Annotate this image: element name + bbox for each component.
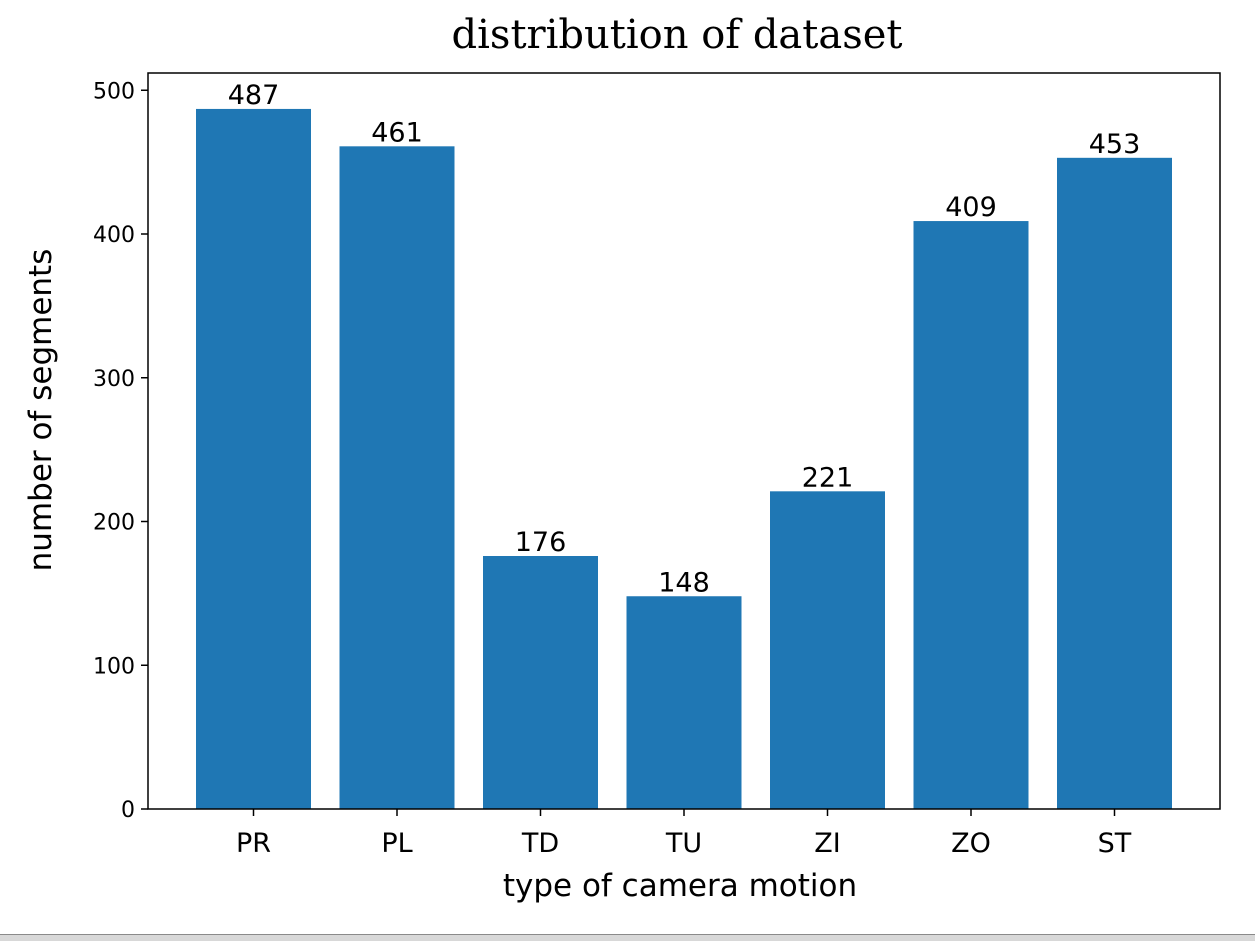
data-label-td: 176 xyxy=(515,527,567,558)
bar-td xyxy=(483,556,598,809)
x-tick-label-st: ST xyxy=(1098,828,1132,859)
bar-zo xyxy=(913,221,1029,809)
axes-frame xyxy=(147,72,1221,810)
bar-zi xyxy=(770,491,885,809)
bar-pl xyxy=(339,146,455,809)
data-label-pr: 487 xyxy=(228,80,280,111)
x-tick-label-pl: PL xyxy=(381,828,412,859)
bar-tu xyxy=(626,596,742,809)
y-tick-label-300: 300 xyxy=(93,367,135,392)
x-tick-label-zi: ZI xyxy=(814,828,840,859)
data-label-tu: 148 xyxy=(658,567,710,598)
data-label-zo: 409 xyxy=(945,192,997,223)
x-tick-label-zo: ZO xyxy=(951,828,991,859)
window-bottom-border xyxy=(0,934,1255,941)
y-tick-label-400: 400 xyxy=(93,223,135,248)
data-label-pl: 461 xyxy=(371,117,423,148)
x-tick-label-td: TD xyxy=(521,828,559,859)
x-tick-label-pr: PR xyxy=(236,828,271,859)
chart-title: distribution of dataset xyxy=(452,12,903,58)
y-tick-label-100: 100 xyxy=(93,654,135,679)
y-tick-label-500: 500 xyxy=(93,79,135,104)
y-tick-label-0: 0 xyxy=(121,798,135,823)
data-label-st: 453 xyxy=(1089,129,1141,160)
bar-pr xyxy=(196,108,311,809)
y-axis-label: number of segments xyxy=(23,249,59,572)
y-tick-label-200: 200 xyxy=(93,511,135,536)
plot-area: 487 461 176 148 221 409 453 PR PL TD TU ZI ZO ST 0 100 2… xyxy=(93,72,1221,859)
x-axis-label: type of camera motion xyxy=(503,868,857,904)
x-tick-label-tu: TU xyxy=(665,828,702,859)
bar-st xyxy=(1057,157,1172,809)
data-label-zi: 221 xyxy=(802,462,854,493)
